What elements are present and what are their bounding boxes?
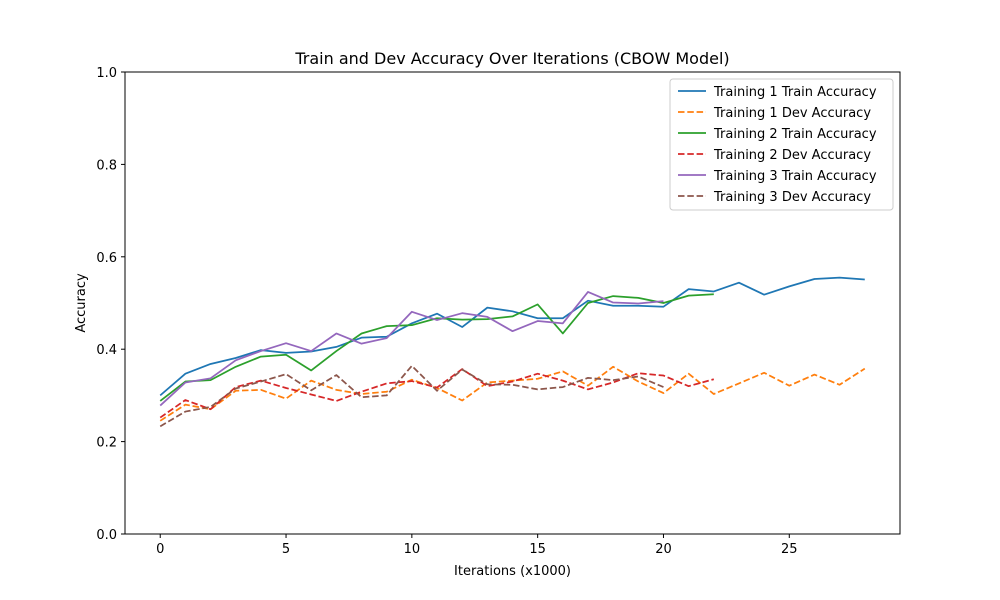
series-line-1 [159, 276, 865, 397]
series-line-6 [159, 364, 664, 428]
plot-lines [159, 276, 866, 428]
y-tick-label: 0.4 [96, 343, 117, 358]
y-tick-label: 0.2 [96, 436, 117, 451]
legend-label-3: Training 2 Train Accuracy [713, 127, 877, 142]
series-line-3 [159, 293, 714, 402]
y-tick-label: 0.0 [96, 528, 117, 543]
x-tick-label: 20 [655, 542, 672, 557]
legend-box [669, 78, 894, 211]
series-line-5 [159, 291, 664, 407]
legend-label-6: Training 3 Dev Accuracy [713, 190, 871, 205]
x-tick-label: 5 [282, 542, 290, 557]
y-tick-label: 1.0 [96, 66, 117, 81]
legend-label-2: Training 1 Dev Accuracy [713, 106, 871, 121]
legend-label-5: Training 3 Train Accuracy [713, 169, 877, 184]
legend: Training 1 Train Accuracy Training 1 Dev … [669, 78, 894, 211]
x-tick-label: 10 [404, 542, 421, 557]
y-axis: 0.0 0.2 0.4 0.6 0.8 1.0 [96, 66, 125, 543]
series-line-2 [159, 365, 866, 422]
legend-label-4: Training 2 Dev Accuracy [713, 148, 871, 163]
legend-label-1: Training 1 Train Accuracy [713, 85, 877, 100]
y-tick-label: 0.8 [96, 158, 117, 173]
series-line-4 [159, 368, 715, 419]
y-axis-label: Accuracy [74, 273, 89, 333]
x-axis-label: Iterations (x1000) [454, 564, 571, 579]
y-tick-label: 0.6 [96, 251, 117, 266]
plot-frame [124, 71, 901, 535]
chart-title: Train and Dev Accuracy Over Iterations (… [294, 49, 729, 68]
x-tick-label: 0 [156, 542, 164, 557]
x-tick-label: 25 [781, 542, 798, 557]
x-axis: 0 5 10 15 20 25 [156, 534, 798, 557]
x-tick-label: 15 [529, 542, 546, 557]
